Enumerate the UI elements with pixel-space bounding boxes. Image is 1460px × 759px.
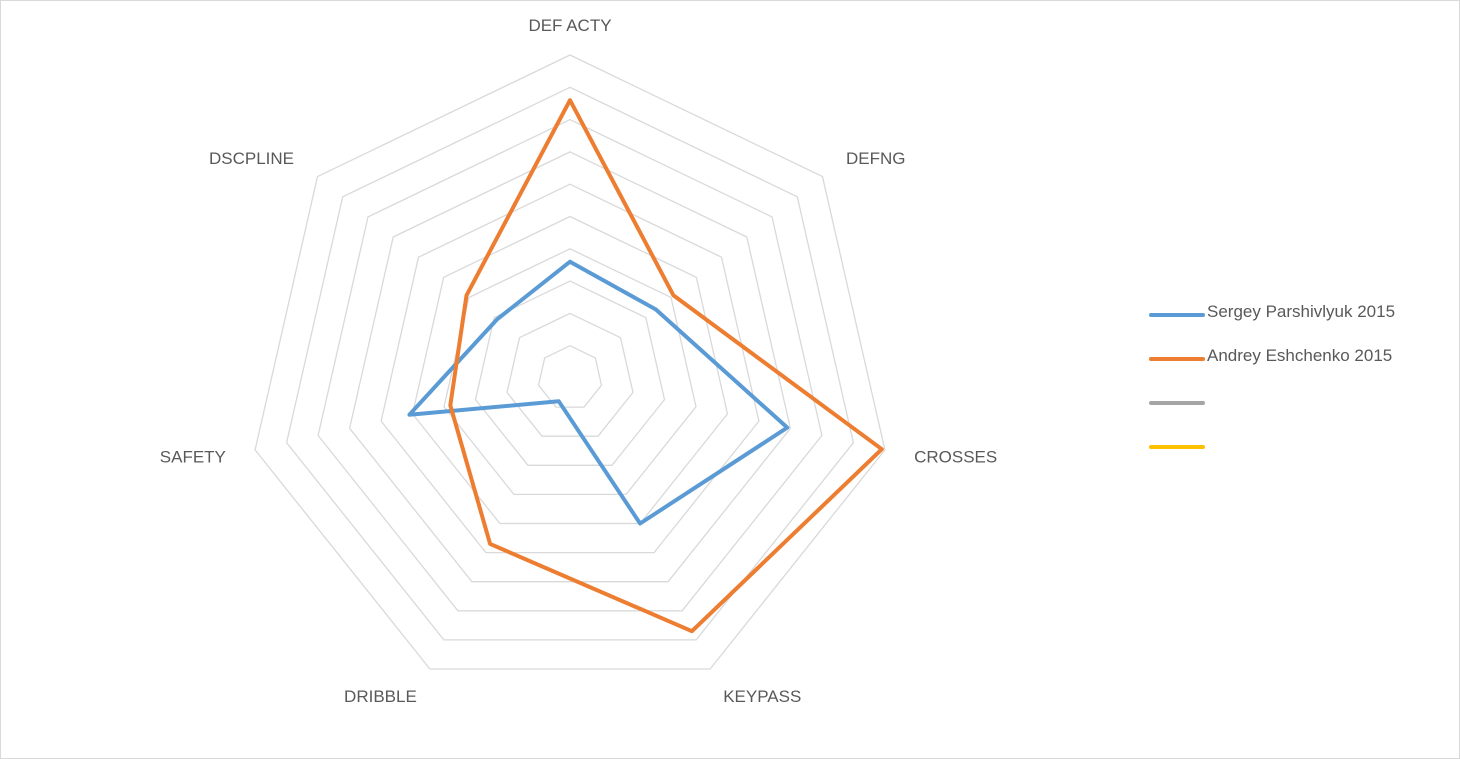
legend-label-1: Sergey Parshivlyuk 2015 (1207, 302, 1396, 321)
grid-ring-7 (348, 151, 792, 583)
axis-label-defng: DEFNG (846, 149, 906, 168)
legend-swatch-4 (1149, 445, 1205, 449)
series-lines (407, 98, 884, 634)
series-line-1 (407, 259, 790, 526)
axis-label-crosses: CROSSES (914, 448, 997, 467)
legend-item-1: Sergey Parshivlyuk 2015 (1149, 299, 1449, 343)
series-line-2 (448, 98, 884, 634)
axis-label-safety: SAFETY (160, 448, 226, 467)
grid-ring-1 (537, 344, 603, 408)
grid-ring-9 (285, 86, 855, 641)
legend-swatch-2 (1149, 357, 1205, 361)
radar-grid (254, 54, 886, 670)
legend-label-2: Andrey Eshchenko 2015 (1207, 346, 1393, 365)
axis-label-dscpline: DSCPLINE (209, 149, 294, 168)
legend-swatch-1 (1149, 313, 1205, 317)
axis-label-def-acty: DEF ACTY (528, 16, 611, 35)
legend-swatch-3 (1149, 401, 1205, 405)
grid-ring-3 (474, 280, 666, 466)
legend: Sergey Parshivlyuk 2015 Andrey Eshchenko… (1149, 299, 1449, 475)
axis-label-keypass: KEYPASS (723, 687, 801, 706)
legend-item-3 (1149, 387, 1449, 431)
grid-ring-2 (506, 312, 634, 437)
legend-item-4 (1149, 431, 1449, 475)
grid-ring-10 (254, 54, 886, 670)
grid-ring-6 (380, 183, 760, 554)
axis-labels: DEF ACTY DEFNG CROSSES KEYPASS DRIBBLE SAFETY… (160, 16, 997, 706)
grid-ring-5 (411, 215, 729, 525)
axis-label-dribble: DRIBBLE (344, 687, 417, 706)
grid-ring-8 (317, 118, 823, 612)
legend-item-2: Andrey Eshchenko 2015 (1149, 343, 1449, 387)
